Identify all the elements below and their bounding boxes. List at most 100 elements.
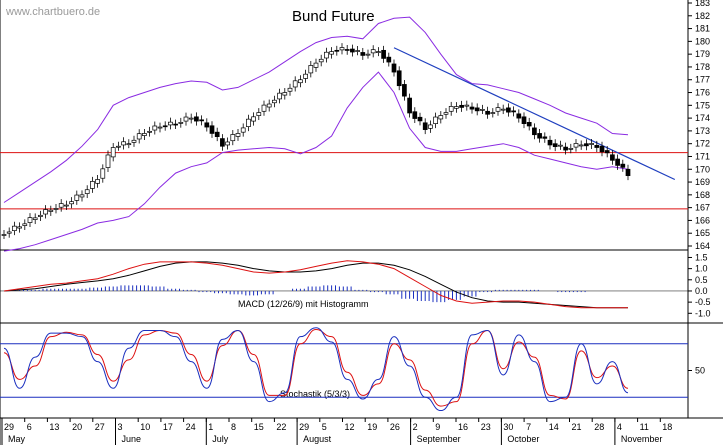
price-candle xyxy=(604,150,610,154)
macd-tick-label: -1.0 xyxy=(695,308,711,318)
price-candle xyxy=(537,133,542,139)
price-candle xyxy=(552,143,558,148)
price-candle xyxy=(194,116,199,122)
price-candle xyxy=(292,80,298,88)
price-candle xyxy=(428,124,433,129)
x-day-label: 3 xyxy=(118,422,123,432)
x-day-label: 29 xyxy=(299,422,309,432)
price-candle xyxy=(235,133,241,137)
price-candle xyxy=(610,154,615,161)
x-day-label: 10 xyxy=(140,422,150,432)
price-candle xyxy=(417,116,423,122)
macd-tick-label: 0.5 xyxy=(695,275,708,285)
price-candle xyxy=(64,204,69,207)
price-candle xyxy=(547,139,553,146)
price-candle xyxy=(355,50,360,52)
price-tick-label: 183 xyxy=(695,0,710,8)
macd-panel xyxy=(0,260,688,309)
price-candle xyxy=(69,201,74,205)
price-tick-label: 164 xyxy=(695,241,710,251)
price-candle xyxy=(58,203,64,208)
x-day-label: 13 xyxy=(49,422,59,432)
price-candle xyxy=(298,79,303,84)
price-candle xyxy=(599,145,605,153)
x-day-label: 7 xyxy=(526,422,531,432)
price-candle xyxy=(329,51,334,55)
x-axis-ticks: 29 6 13 20 27 3 10 17 24 1 8 15 22 29 5 12 19 26 2 9 16 23 30 7… xyxy=(1,418,672,445)
x-day-label: 28 xyxy=(594,422,604,432)
price-candle xyxy=(199,119,204,122)
x-day-label: 24 xyxy=(186,422,196,432)
price-candle xyxy=(386,56,392,63)
price-candle xyxy=(220,138,225,147)
price-candle xyxy=(246,118,251,127)
price-candle xyxy=(381,49,386,59)
price-candle xyxy=(84,189,90,194)
price-candle xyxy=(526,122,532,127)
macd-tick-label: -0.5 xyxy=(695,297,711,307)
stochastic-tick-label: 50 xyxy=(695,366,705,376)
x-day-label: 15 xyxy=(254,422,264,432)
x-day-label: 16 xyxy=(458,422,468,432)
price-candle xyxy=(438,115,444,120)
price-candle xyxy=(542,136,548,139)
price-candle xyxy=(308,65,314,74)
price-candle xyxy=(22,223,28,226)
price-candle xyxy=(74,194,80,201)
x-day-label: 19 xyxy=(367,422,377,432)
price-candle xyxy=(43,209,48,215)
price-tick-label: 170 xyxy=(695,164,710,174)
price-candle xyxy=(240,127,246,133)
price-candle xyxy=(324,51,329,59)
stochastic-d-line xyxy=(3,329,629,407)
x-day-label: 8 xyxy=(231,422,236,432)
price-candle xyxy=(287,87,293,92)
price-candle xyxy=(214,131,220,138)
price-candle xyxy=(459,104,464,108)
price-candle xyxy=(407,97,412,114)
price-tick-label: 165 xyxy=(695,228,710,238)
x-month-label: August xyxy=(303,434,332,444)
price-candle xyxy=(344,49,350,51)
price-candle xyxy=(173,123,178,126)
price-candle xyxy=(53,208,59,210)
price-candle xyxy=(402,84,407,97)
price-candle xyxy=(230,134,236,142)
stochastic-label: Stochastik (5/3/3) xyxy=(280,389,350,399)
price-candle xyxy=(480,109,485,111)
price-candle xyxy=(142,133,147,136)
price-candle xyxy=(469,106,475,110)
price-candle xyxy=(578,144,584,147)
price-candle xyxy=(157,126,163,129)
price-candle xyxy=(136,133,142,140)
price-candle xyxy=(474,107,480,112)
x-day-label: 30 xyxy=(503,422,513,432)
watermark: www.chartbuero.de xyxy=(5,6,100,18)
x-day-label: 1 xyxy=(208,422,213,432)
price-tick-label: 171 xyxy=(695,151,710,161)
x-day-label: 23 xyxy=(481,422,491,432)
downtrend-line xyxy=(393,47,676,181)
price-candle xyxy=(594,145,600,148)
lower-bollinger-band xyxy=(3,71,629,252)
x-day-label: 4 xyxy=(617,422,622,432)
macd-tick-label: 0.0 xyxy=(695,286,708,296)
price-candle xyxy=(490,112,496,114)
price-candle xyxy=(516,113,522,119)
price-candle xyxy=(422,122,428,130)
price-candle xyxy=(12,225,17,232)
price-candle xyxy=(396,70,402,87)
macd-tick-label: 1.5 xyxy=(695,252,708,262)
price-tick-label: 177 xyxy=(695,75,710,85)
x-day-label: 2 xyxy=(413,422,418,432)
price-candle xyxy=(625,168,631,177)
price-candle xyxy=(272,99,277,104)
price-candle xyxy=(32,217,38,220)
price-candle xyxy=(495,107,501,112)
price-candle xyxy=(38,214,43,217)
x-month-label: July xyxy=(212,434,229,444)
price-candle xyxy=(261,104,267,112)
price-candle xyxy=(568,148,574,150)
x-month-label: November xyxy=(621,434,663,444)
price-candle xyxy=(178,122,184,124)
